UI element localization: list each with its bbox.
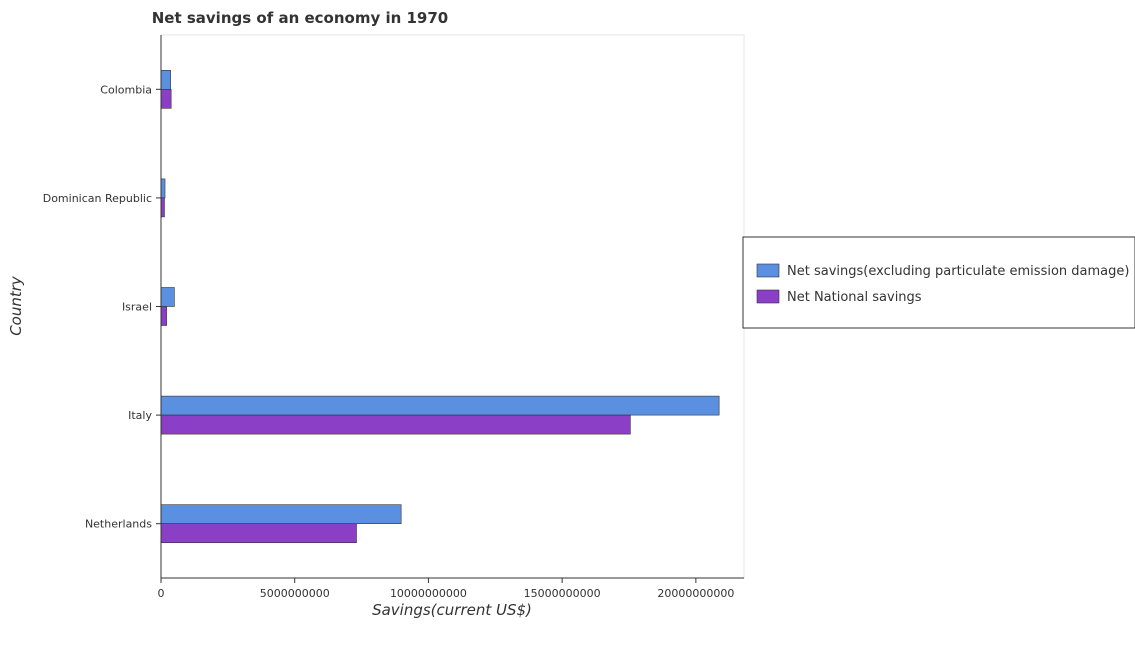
bars-layer bbox=[160, 70, 720, 544]
legend: Net savings(excluding particulate emissi… bbox=[742, 236, 1135, 329]
bar-netherlands-series-0 bbox=[160, 504, 402, 525]
x-tick-label: 5000000000 bbox=[260, 587, 330, 600]
bar-italy-series-0 bbox=[160, 395, 720, 416]
bar-israel-series-0 bbox=[160, 287, 175, 307]
x-tick-label: 20000000000 bbox=[657, 587, 734, 600]
chart-title: Net savings of an economy in 1970 bbox=[152, 9, 449, 27]
plot-area bbox=[160, 34, 745, 579]
legend-box bbox=[742, 236, 1135, 329]
bar-israel-series-1 bbox=[160, 306, 167, 326]
bar-dominican-republic-series-1 bbox=[160, 197, 165, 218]
x-tick-label: 0 bbox=[158, 587, 165, 600]
legend-label-net-savings-excluding: Net savings(excluding particulate emissi… bbox=[787, 264, 1129, 279]
x-tick-label: 10000000000 bbox=[390, 587, 467, 600]
y-tick-label: Israel bbox=[122, 301, 152, 314]
legend-swatch-net-savings-excluding bbox=[756, 263, 780, 278]
bar-colombia-series-1 bbox=[160, 89, 172, 109]
axes-layer: 0 5000000000 10000000000 15000000000 2000000… bbox=[43, 35, 744, 600]
y-tick-label: Italy bbox=[128, 409, 152, 422]
x-tick-label: 15000000000 bbox=[524, 587, 601, 600]
legend-swatch-net-national-savings bbox=[756, 289, 780, 304]
bar-netherlands-series-1 bbox=[160, 523, 357, 544]
y-tick-label: Dominican Republic bbox=[43, 192, 152, 205]
legend-label-net-national-savings: Net National savings bbox=[787, 290, 922, 305]
x-axis-title: Savings(current US$) bbox=[372, 601, 532, 619]
bar-italy-series-1 bbox=[160, 414, 631, 435]
y-axis-title: Country bbox=[7, 275, 25, 336]
y-tick-label: Netherlands bbox=[85, 518, 152, 531]
bar-dominican-republic-series-0 bbox=[160, 178, 166, 199]
bar-colombia-series-0 bbox=[160, 70, 171, 90]
y-tick-label: Colombia bbox=[100, 83, 152, 96]
